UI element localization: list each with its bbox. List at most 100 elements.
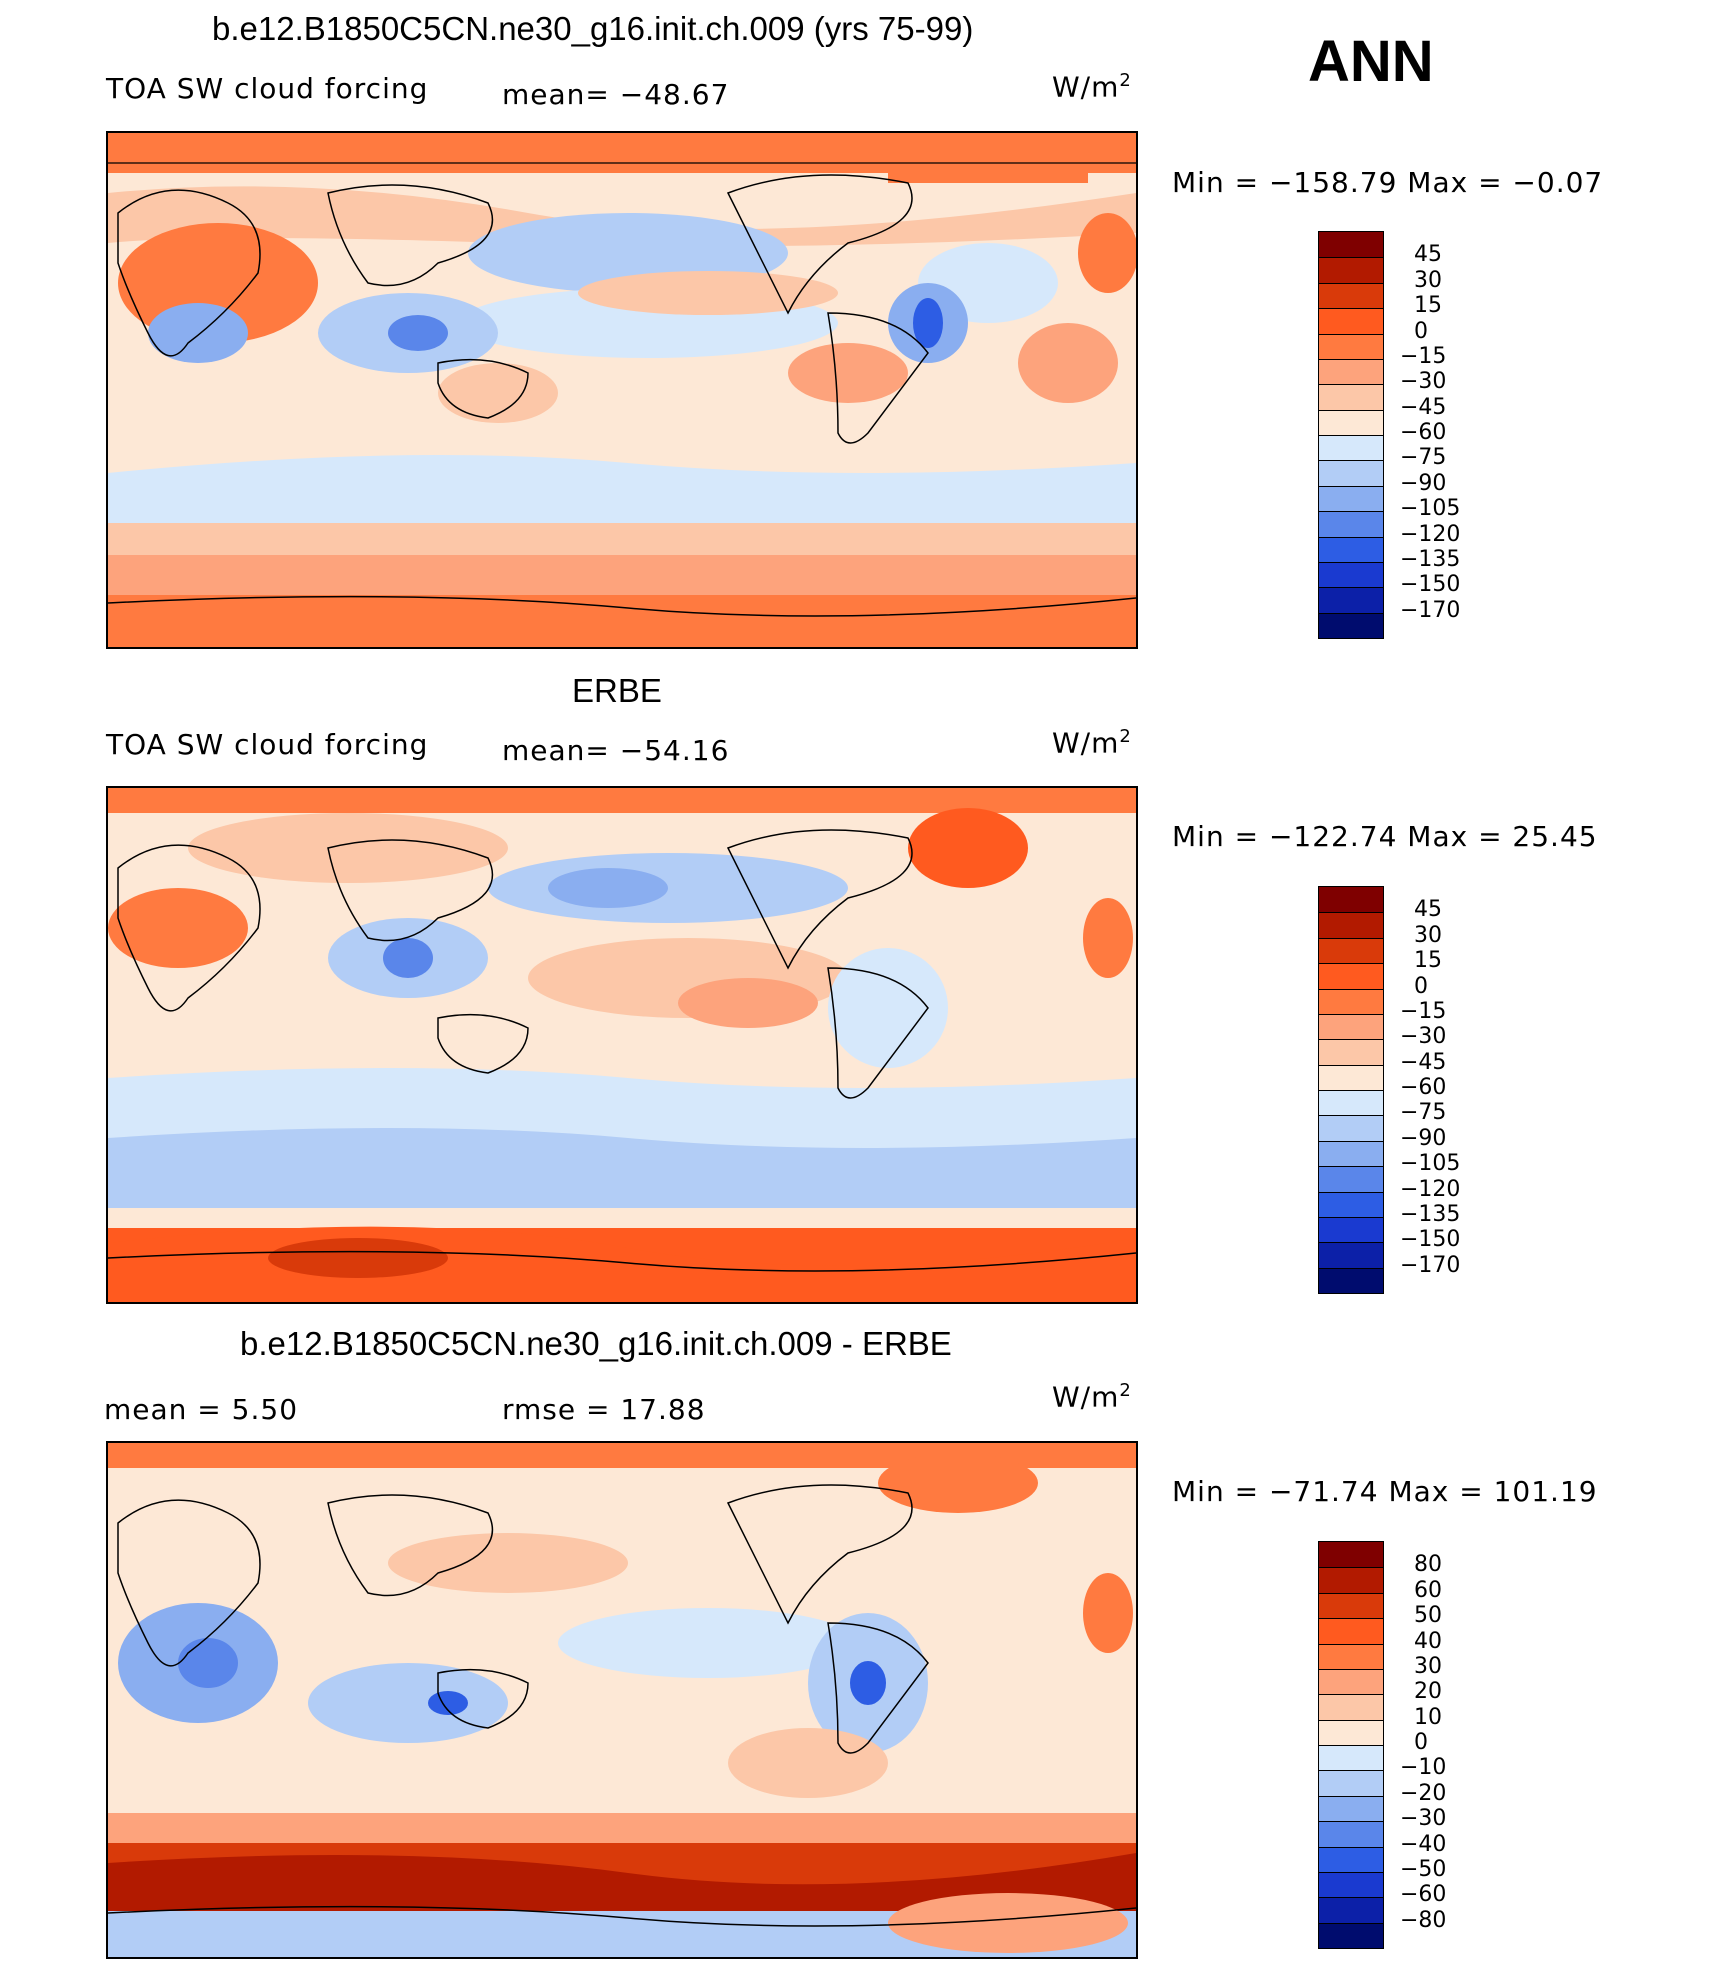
colorbar-level-label: −105 [1400,1151,1461,1177]
colorbar-segment [1319,333,1383,359]
colorbar-segment [1319,282,1383,309]
colorbar-segment [1319,1668,1383,1695]
colorbar-segment [1319,1567,1383,1593]
colorbar-level-label: −45 [1400,1049,1447,1075]
colorbar-level-label: 40 [1414,1628,1442,1654]
panel-3-mean: mean = 5.50 [104,1393,299,1426]
colorbar-segment [1319,409,1383,435]
colorbar-segment [1319,937,1383,964]
colorbar-segment [1319,1191,1383,1217]
panel-2-units: W/m2 [1052,726,1132,760]
colorbar-segment [1319,1871,1383,1898]
colorbar-segment [1319,1064,1383,1090]
colorbar-level-label: 0 [1414,1730,1428,1755]
colorbar-segment [1319,887,1383,913]
colorbar-level-label: −105 [1400,496,1461,522]
colorbar-level-label: −75 [1400,445,1447,471]
colorbar-segment [1319,1618,1383,1644]
colorbar-level-label: 60 [1414,1577,1442,1603]
colorbar-segment [1319,460,1383,486]
colorbar-segment [1319,1922,1383,1948]
colorbar-segment [1319,612,1383,638]
colorbar-segment [1319,308,1383,334]
colorbar-segment [1319,1770,1383,1796]
colorbar-segment [1319,1090,1383,1116]
colorbar-level-label: 45 [1414,242,1442,268]
colorbar-level-label: 15 [1414,948,1442,974]
colorbar-level-label: 45 [1414,897,1442,923]
colorbar-segment [1319,1897,1383,1923]
colorbar-segment [1319,384,1383,410]
panel-3-colorbar-labels: 80 60 50 40 30 20 10 0 −10 −20 −30 −40 −50 −60 −80 [1400,1541,1480,1947]
colorbar-segment [1319,1846,1383,1872]
panel-1-mean: mean= −48.67 [502,78,730,111]
panel-1-map [106,131,1138,649]
panel-1-map-svg [108,133,1136,647]
colorbar-level-label: −40 [1400,1831,1447,1857]
panel-1-colorbar-labels: 45 30 15 0 −15 −30 −45 −60 −75 −90 −105 −120 −135 −15… [1400,231,1480,637]
colorbar-segment [1319,1267,1383,1293]
colorbar-segment [1319,1795,1383,1822]
panel-1-colorbar [1318,231,1384,639]
colorbar-level-label: −120 [1400,1176,1461,1202]
colorbar-level-label: −30 [1400,369,1447,395]
colorbar-level-label: −135 [1400,546,1461,572]
panel-2-variable: TOA SW cloud forcing [106,728,429,761]
panel-1-variable: TOA SW cloud forcing [106,72,429,105]
panel-3-map-svg [108,1443,1136,1957]
panel-3-minmax: Min = −71.74 Max = 101.19 [1172,1475,1598,1508]
colorbar-level-label: −135 [1400,1201,1461,1227]
panel-2-colorbar-labels: 45 30 15 0 −15 −30 −45 −60 −75 −90 −105 −120 −135 −15… [1400,886,1480,1292]
colorbar-segment [1319,1592,1383,1619]
colorbar-segment [1319,536,1383,562]
colorbar-level-label: −120 [1400,521,1461,547]
colorbar-level-label: 0 [1414,318,1428,344]
colorbar-segment [1319,988,1383,1014]
colorbar-segment [1319,1013,1383,1040]
colorbar-level-label: −170 [1400,1252,1461,1278]
colorbar-segment [1319,1719,1383,1745]
colorbar-level-label: −170 [1400,597,1461,623]
panel-3-title: b.e12.B1850C5CN.ne30_g16.init.ch.009 - E… [240,1325,952,1362]
colorbar-level-label: −150 [1400,572,1461,598]
colorbar-level-label: −60 [1400,1075,1447,1100]
colorbar-level-label: 80 [1414,1552,1442,1578]
colorbar-segment [1319,1745,1383,1771]
colorbar-level-label: 20 [1414,1679,1442,1705]
panel-2-map-svg [108,788,1136,1302]
colorbar-segment [1319,1140,1383,1167]
colorbar-level-label: −30 [1400,1806,1447,1832]
colorbar-segment [1319,587,1383,613]
colorbar-segment [1319,485,1383,512]
panel-3-colorbar [1318,1541,1384,1949]
colorbar-segment [1319,1242,1383,1268]
colorbar-level-label: −60 [1400,420,1447,445]
colorbar-level-label: −150 [1400,1227,1461,1253]
panel-2-map [106,786,1138,1304]
panel-3-map [106,1441,1138,1959]
colorbar-level-label: 30 [1414,1653,1442,1679]
colorbar-level-label: 30 [1414,267,1442,293]
season-label: ANN [1308,29,1434,94]
colorbar-segment [1319,358,1383,385]
colorbar-segment [1319,561,1383,588]
colorbar-level-label: −10 [1400,1755,1447,1781]
colorbar-level-label: −50 [1400,1856,1447,1882]
colorbar-level-label: 50 [1414,1603,1442,1629]
colorbar-segment [1319,257,1383,283]
panel-1-minmax: Min = −158.79 Max = −0.07 [1172,166,1604,199]
panel-3-units: W/m2 [1052,1380,1132,1414]
colorbar-level-label: −90 [1400,470,1447,496]
colorbar-segment [1319,1115,1383,1141]
colorbar-segment [1319,1542,1383,1568]
colorbar-level-label: −20 [1400,1780,1447,1806]
colorbar-level-label: 30 [1414,922,1442,948]
colorbar-level-label: 0 [1414,973,1428,999]
colorbar-level-label: −30 [1400,1024,1447,1050]
colorbar-segment [1319,232,1383,258]
colorbar-level-label: −90 [1400,1125,1447,1151]
panel-1-units: W/m2 [1052,70,1132,104]
colorbar-level-label: 15 [1414,293,1442,319]
colorbar-level-label: −60 [1400,1882,1447,1908]
colorbar-segment [1319,1643,1383,1669]
